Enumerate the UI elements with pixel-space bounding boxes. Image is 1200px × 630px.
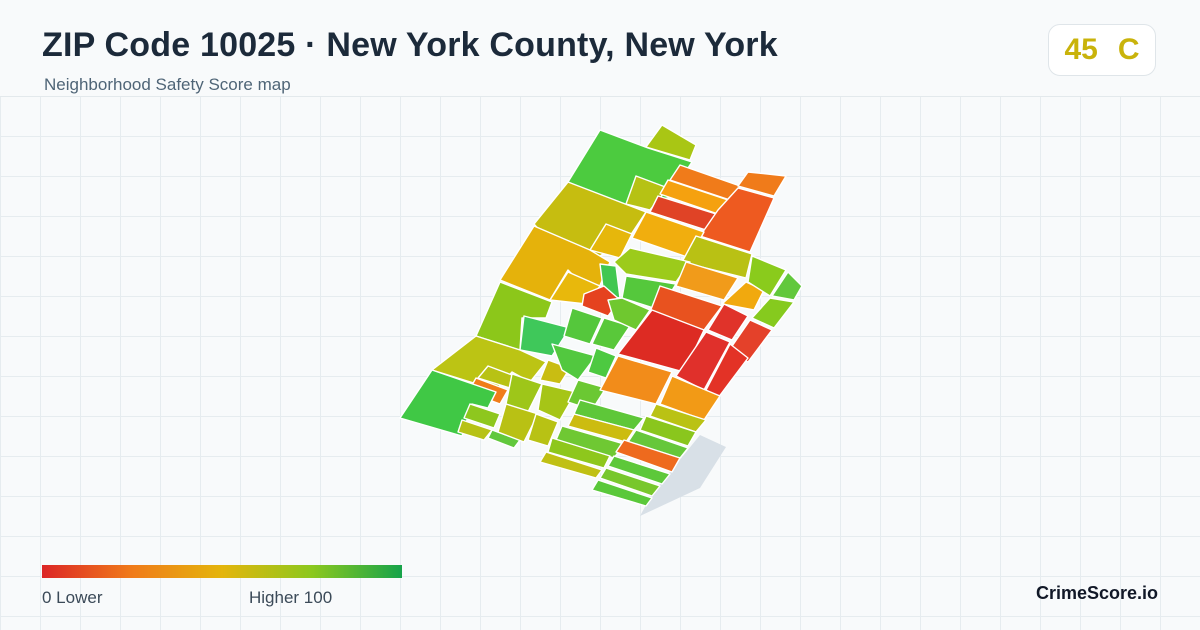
map-block[interactable]	[539, 451, 603, 479]
map-block[interactable]	[497, 403, 539, 443]
park-area	[640, 435, 726, 516]
map-block[interactable]	[751, 297, 795, 329]
map-block[interactable]	[607, 297, 651, 331]
map-block[interactable]	[463, 403, 501, 429]
map-block[interactable]	[707, 303, 749, 341]
map-block[interactable]	[771, 271, 803, 301]
page-title: ZIP Code 10025 · New York County, New Yo…	[42, 26, 778, 64]
map-block[interactable]	[675, 261, 739, 301]
map-block[interactable]	[599, 467, 661, 497]
map-block[interactable]	[527, 413, 559, 447]
safety-score-grade: C	[1117, 33, 1140, 66]
legend-color-scale	[42, 565, 402, 578]
map-block[interactable]	[607, 455, 671, 485]
map-block[interactable]	[457, 419, 493, 441]
safety-score-badge: 45 C	[1048, 24, 1156, 76]
page-subtitle: Neighborhood Safety Score map	[44, 75, 291, 94]
legend-high-label: Higher 100	[249, 588, 333, 607]
header-divider	[0, 96, 1200, 97]
map-block[interactable]	[537, 383, 577, 421]
map-block[interactable]	[615, 439, 681, 473]
map-block[interactable]	[699, 187, 775, 253]
map-block[interactable]	[639, 415, 697, 447]
map-block[interactable]	[591, 479, 653, 507]
map-block[interactable]	[737, 171, 787, 197]
map-block[interactable]	[547, 437, 611, 469]
map-block[interactable]	[645, 124, 697, 161]
legend-low-label: 0 Lower	[42, 588, 103, 607]
map-block[interactable]	[563, 307, 603, 345]
brand-logo-text: CrimeScore.io	[1035, 583, 1158, 603]
map-block[interactable]	[747, 255, 787, 297]
map-block[interactable]	[625, 175, 669, 211]
map-block[interactable]	[681, 235, 753, 279]
safety-score-value: 45	[1064, 33, 1098, 66]
